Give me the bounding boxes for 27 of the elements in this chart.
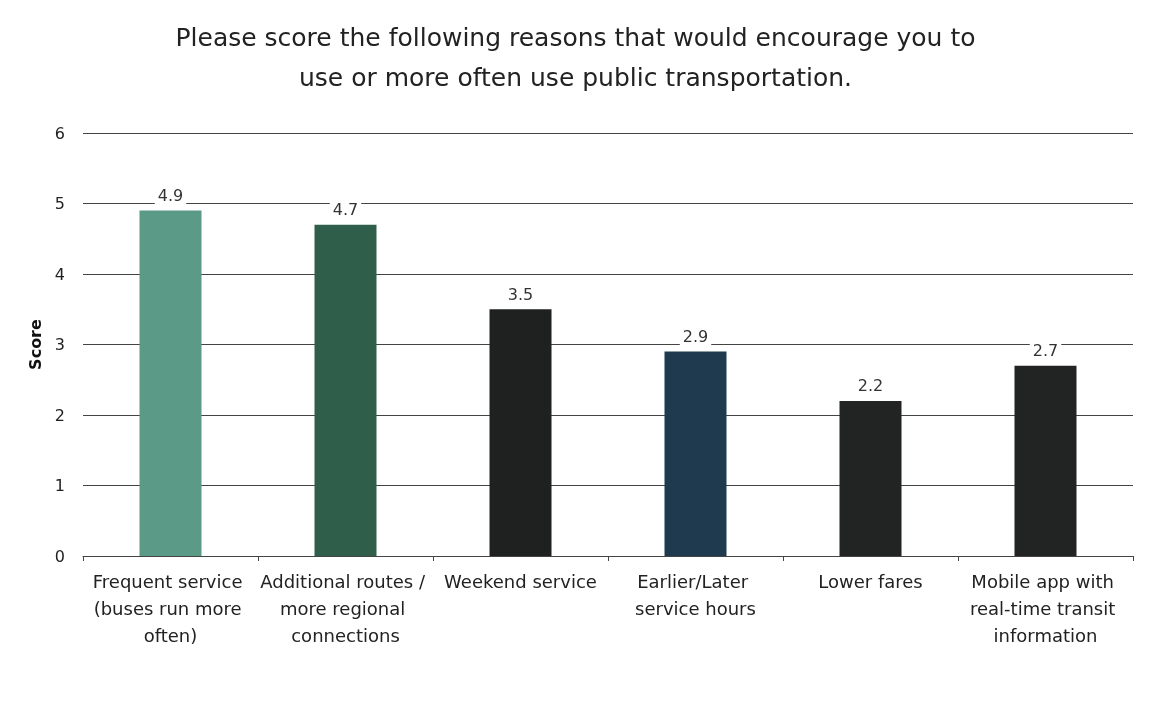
data-label: 4.9 — [157, 186, 184, 206]
bar — [839, 400, 902, 556]
x-tick-label: Lower fares — [818, 571, 923, 592]
y-tick-label: 2 — [54, 405, 65, 425]
y-axis-title: Score — [25, 318, 45, 370]
x-tick-label: Earlier/Later service hours — [635, 571, 756, 619]
y-tick-label: 0 — [54, 546, 65, 566]
bar — [1014, 365, 1077, 556]
bar — [489, 309, 552, 556]
y-tick-label: 1 — [54, 476, 65, 495]
y-tick-label: 4 — [54, 264, 65, 284]
data-label: 4.7 — [332, 200, 359, 220]
chart-title: Please score the following reasons that would encourage you to use or more often use public transportation. — [175, 22, 976, 92]
y-tick-label: 5 — [54, 194, 65, 213]
x-tick-label: Weekend service — [444, 571, 597, 592]
x-tick-label: Additional routes / more regional connections — [260, 571, 431, 646]
data-label: 2.9 — [682, 327, 709, 347]
bar — [139, 210, 202, 556]
bar — [664, 351, 727, 556]
data-label: 3.5 — [507, 284, 534, 304]
x-tick-label: Mobile app with real-time transit information — [969, 571, 1122, 646]
y-tick-label: 3 — [54, 335, 65, 354]
data-label: 2.2 — [857, 376, 884, 396]
y-tick-label: 6 — [54, 123, 65, 143]
data-label: 2.7 — [1032, 341, 1059, 361]
bar — [314, 224, 377, 556]
x-tick-label: Frequent service (buses run more often) — [92, 571, 249, 646]
